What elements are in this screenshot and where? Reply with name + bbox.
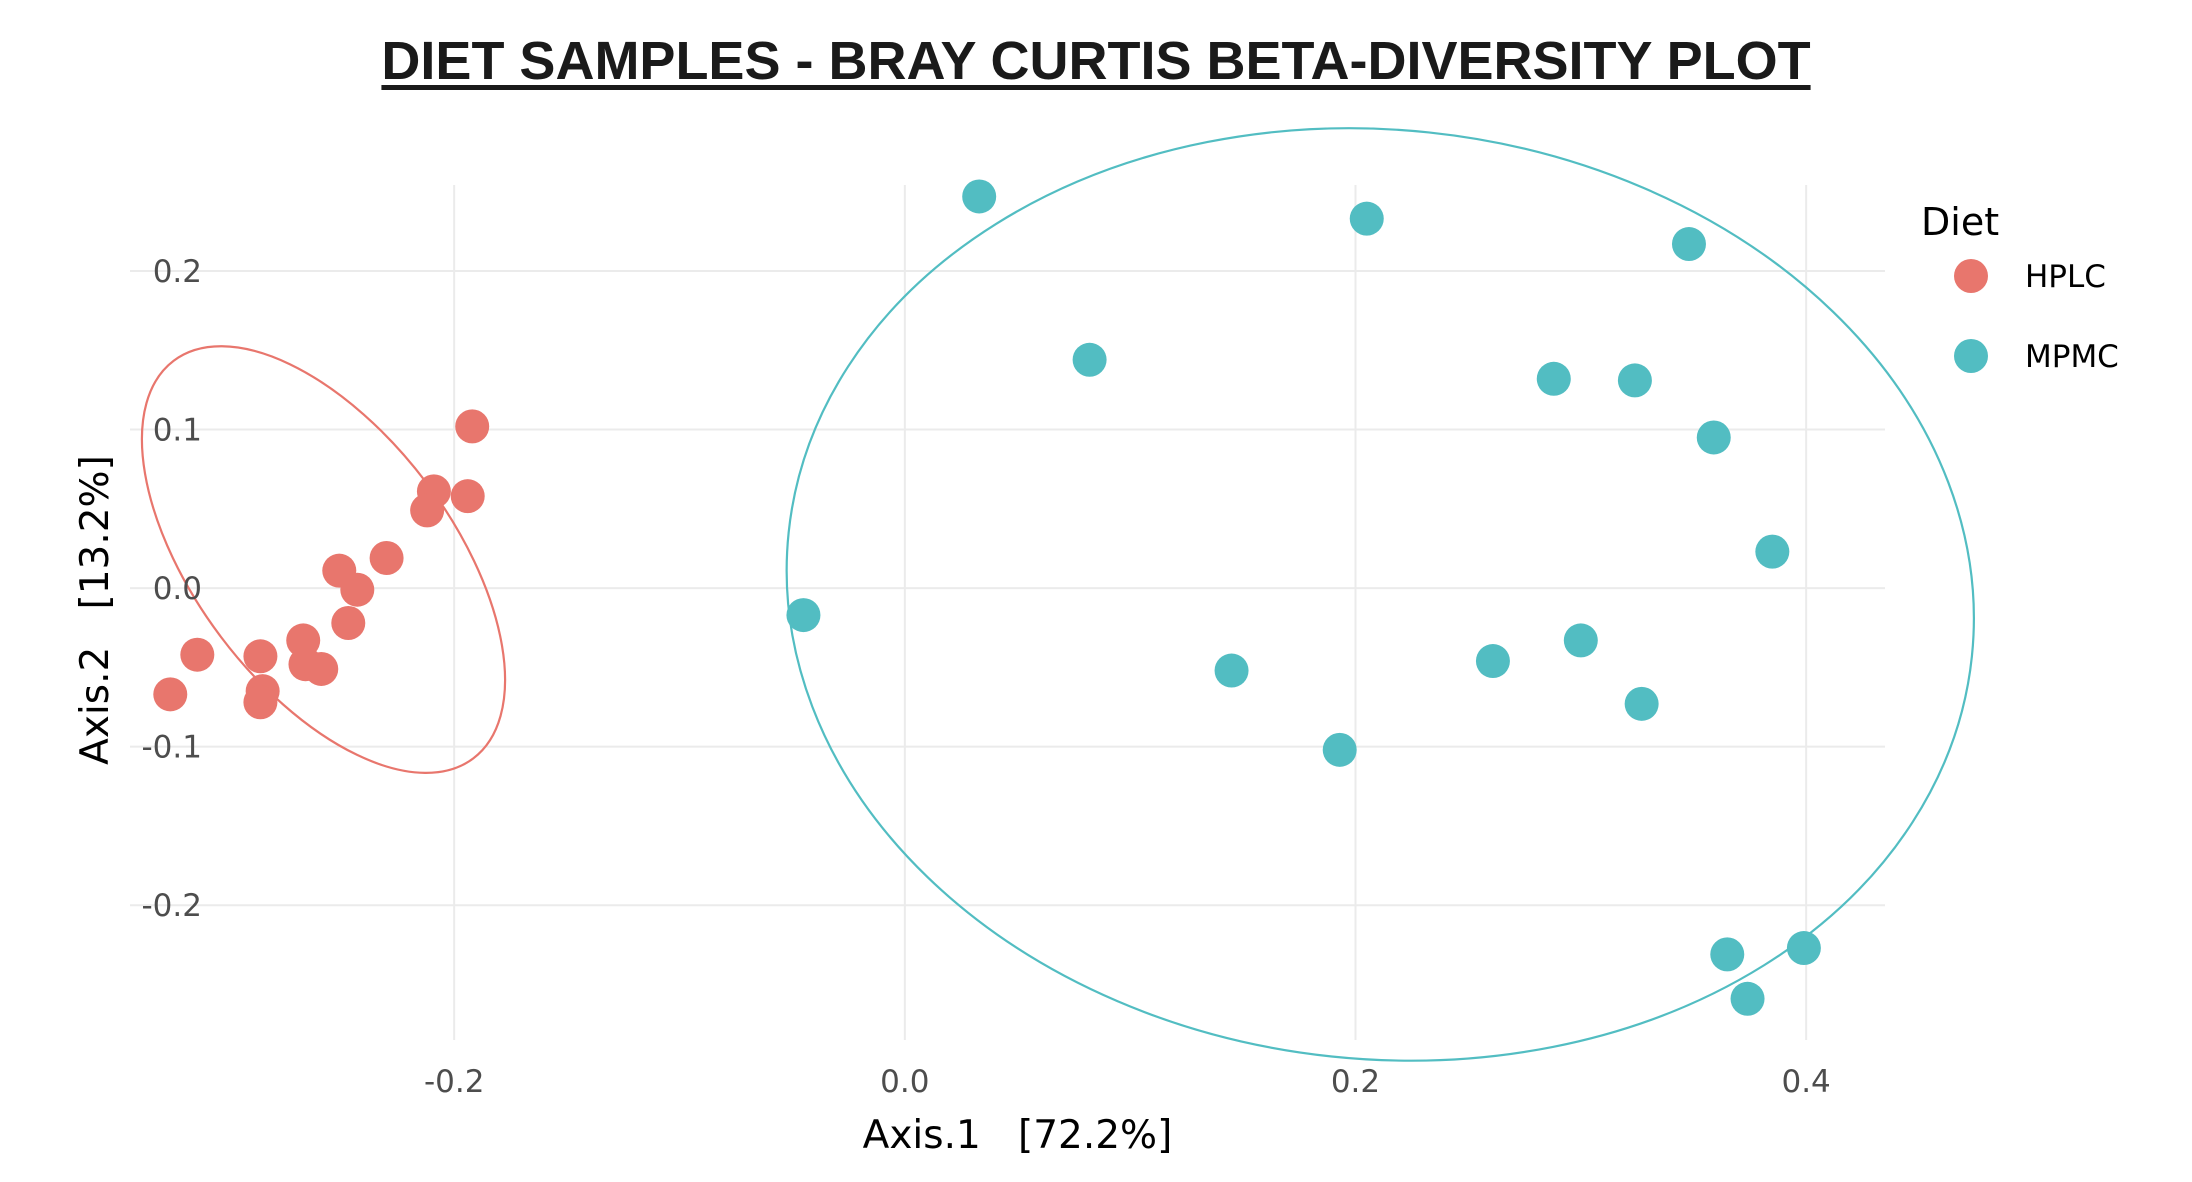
point-mpmc [1072,342,1107,377]
chart-title: DIET SAMPLES - BRAY CURTIS BETA-DIVERSIT… [381,31,1811,91]
y-tick-label: 0.0 [153,571,202,607]
x-tick-label: 0.4 [1781,1064,1830,1100]
point-mpmc [1349,201,1384,236]
point-mpmc [1214,653,1249,688]
point-mpmc [1696,420,1731,455]
point-mpmc [1617,363,1652,398]
point-mpmc [1536,361,1571,396]
point-mpmc [962,179,997,214]
point-mpmc [1710,937,1745,972]
point-mpmc [1786,931,1821,966]
ellipse-mpmc [785,127,1975,1062]
point-hplc [243,639,278,674]
x-tick-label: 0.0 [880,1064,929,1100]
point-mpmc [1671,227,1706,262]
point-mpmc [1322,732,1357,767]
point-mpmc [1563,623,1598,658]
y-axis-title: Axis.2 [13.2%] [73,455,118,765]
point-hplc [369,540,404,575]
legend-key-mpmc [1954,339,1988,373]
x-axis-title: Axis.1 [72.2%] [863,1113,1173,1158]
point-hplc [410,493,445,528]
plot-background [40,130,2170,1170]
legend-label-hplc: HPLC [2025,259,2106,295]
y-tick-label: -0.1 [142,730,203,766]
point-mpmc [786,598,821,633]
y-tick-label: 0.2 [153,254,202,290]
legend-label-mpmc: MPMC [2025,339,2119,375]
point-mpmc [1755,534,1790,569]
point-mpmc [1624,686,1659,721]
point-hplc [455,409,490,444]
point-hplc [340,572,375,607]
point-hplc [243,685,278,720]
legend: Diet HPLC MPMC [1921,200,2119,375]
point-hplc [153,677,188,712]
y-tick-label: -0.2 [142,888,203,924]
legend-title: Diet [1921,200,1999,244]
legend-key-hplc [1954,259,1988,293]
grid-lines [130,185,1885,1040]
x-tick-label: 0.2 [1331,1064,1380,1100]
data-points [153,179,1821,1016]
point-hplc [180,637,215,672]
point-hplc [331,605,366,640]
point-mpmc [1475,644,1510,679]
point-mpmc [1730,981,1765,1016]
y-tick-label: 0.1 [153,413,202,449]
tick-labels: -0.2 0.0 0.2 0.4 -0.2 -0.1 0.0 0.1 0.2 [142,254,1831,1100]
x-tick-label: -0.2 [424,1064,485,1100]
point-hplc [450,479,485,514]
point-hplc [304,651,339,686]
